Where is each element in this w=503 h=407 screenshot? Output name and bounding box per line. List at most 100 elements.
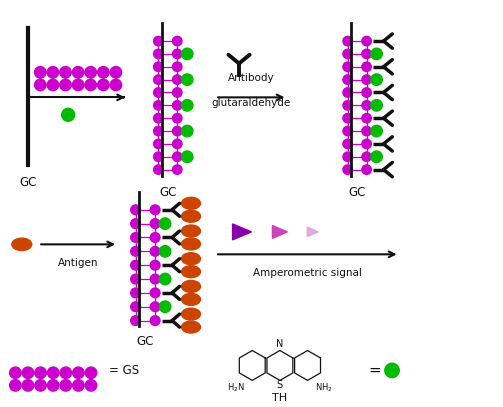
- Circle shape: [343, 62, 353, 72]
- Circle shape: [173, 152, 182, 162]
- Circle shape: [173, 75, 182, 84]
- Circle shape: [153, 139, 163, 149]
- Circle shape: [173, 62, 182, 72]
- Ellipse shape: [182, 210, 201, 222]
- Circle shape: [131, 260, 140, 270]
- Circle shape: [362, 88, 371, 97]
- Circle shape: [343, 88, 353, 97]
- Circle shape: [86, 367, 97, 379]
- Circle shape: [371, 74, 382, 85]
- Circle shape: [62, 108, 74, 121]
- Circle shape: [343, 152, 353, 162]
- Ellipse shape: [182, 238, 201, 250]
- Circle shape: [173, 88, 182, 97]
- Circle shape: [85, 67, 97, 78]
- Circle shape: [72, 380, 84, 391]
- Circle shape: [159, 274, 171, 285]
- Circle shape: [22, 367, 34, 379]
- Circle shape: [371, 125, 382, 137]
- Circle shape: [110, 67, 122, 78]
- Circle shape: [182, 48, 193, 60]
- Circle shape: [47, 67, 59, 78]
- Circle shape: [60, 67, 71, 78]
- Circle shape: [35, 380, 46, 391]
- Ellipse shape: [182, 321, 201, 333]
- Circle shape: [85, 79, 97, 91]
- Circle shape: [371, 48, 382, 60]
- Text: S: S: [277, 380, 283, 390]
- Circle shape: [159, 245, 171, 257]
- Circle shape: [343, 49, 353, 59]
- Circle shape: [150, 302, 160, 312]
- Circle shape: [131, 232, 140, 242]
- Circle shape: [371, 100, 382, 111]
- Circle shape: [362, 139, 371, 149]
- Circle shape: [362, 36, 371, 46]
- Circle shape: [173, 126, 182, 136]
- Circle shape: [131, 205, 140, 214]
- Circle shape: [47, 380, 59, 391]
- Circle shape: [131, 247, 140, 256]
- Circle shape: [131, 219, 140, 228]
- Circle shape: [98, 67, 109, 78]
- Circle shape: [362, 165, 371, 174]
- Circle shape: [60, 367, 71, 379]
- Circle shape: [153, 152, 163, 162]
- Circle shape: [131, 288, 140, 298]
- Circle shape: [153, 62, 163, 72]
- Circle shape: [173, 49, 182, 59]
- Circle shape: [362, 75, 371, 84]
- Circle shape: [150, 247, 160, 256]
- Circle shape: [343, 139, 353, 149]
- Ellipse shape: [182, 197, 201, 209]
- Text: = GS: = GS: [110, 364, 140, 377]
- Ellipse shape: [182, 225, 201, 237]
- Circle shape: [150, 288, 160, 298]
- Circle shape: [371, 151, 382, 162]
- Circle shape: [343, 36, 353, 46]
- Circle shape: [72, 67, 84, 78]
- Circle shape: [173, 36, 182, 46]
- Circle shape: [110, 79, 122, 91]
- Circle shape: [182, 125, 193, 137]
- Circle shape: [362, 49, 371, 59]
- Circle shape: [35, 367, 46, 379]
- Circle shape: [159, 218, 171, 230]
- Circle shape: [153, 88, 163, 97]
- Circle shape: [35, 79, 46, 91]
- Text: Antigen: Antigen: [58, 258, 99, 268]
- Text: =: =: [368, 363, 381, 378]
- Circle shape: [153, 101, 163, 110]
- Ellipse shape: [182, 293, 201, 305]
- Circle shape: [343, 126, 353, 136]
- Circle shape: [47, 367, 59, 379]
- Polygon shape: [307, 227, 318, 236]
- Text: GC: GC: [159, 186, 177, 199]
- Circle shape: [153, 49, 163, 59]
- Circle shape: [362, 126, 371, 136]
- Circle shape: [150, 316, 160, 326]
- Circle shape: [362, 114, 371, 123]
- Polygon shape: [232, 224, 252, 240]
- Circle shape: [343, 165, 353, 174]
- Circle shape: [343, 114, 353, 123]
- Ellipse shape: [182, 308, 201, 320]
- Circle shape: [153, 75, 163, 84]
- Circle shape: [385, 363, 399, 378]
- Circle shape: [150, 219, 160, 228]
- Ellipse shape: [182, 266, 201, 278]
- Circle shape: [131, 302, 140, 312]
- Text: NH$_2$: NH$_2$: [315, 381, 332, 394]
- Circle shape: [343, 101, 353, 110]
- Text: GC: GC: [349, 186, 366, 199]
- Circle shape: [153, 165, 163, 174]
- Circle shape: [173, 139, 182, 149]
- Circle shape: [72, 367, 84, 379]
- Circle shape: [343, 75, 353, 84]
- Circle shape: [60, 79, 71, 91]
- Circle shape: [182, 100, 193, 111]
- Circle shape: [86, 380, 97, 391]
- Circle shape: [362, 152, 371, 162]
- Circle shape: [150, 205, 160, 214]
- Circle shape: [131, 316, 140, 326]
